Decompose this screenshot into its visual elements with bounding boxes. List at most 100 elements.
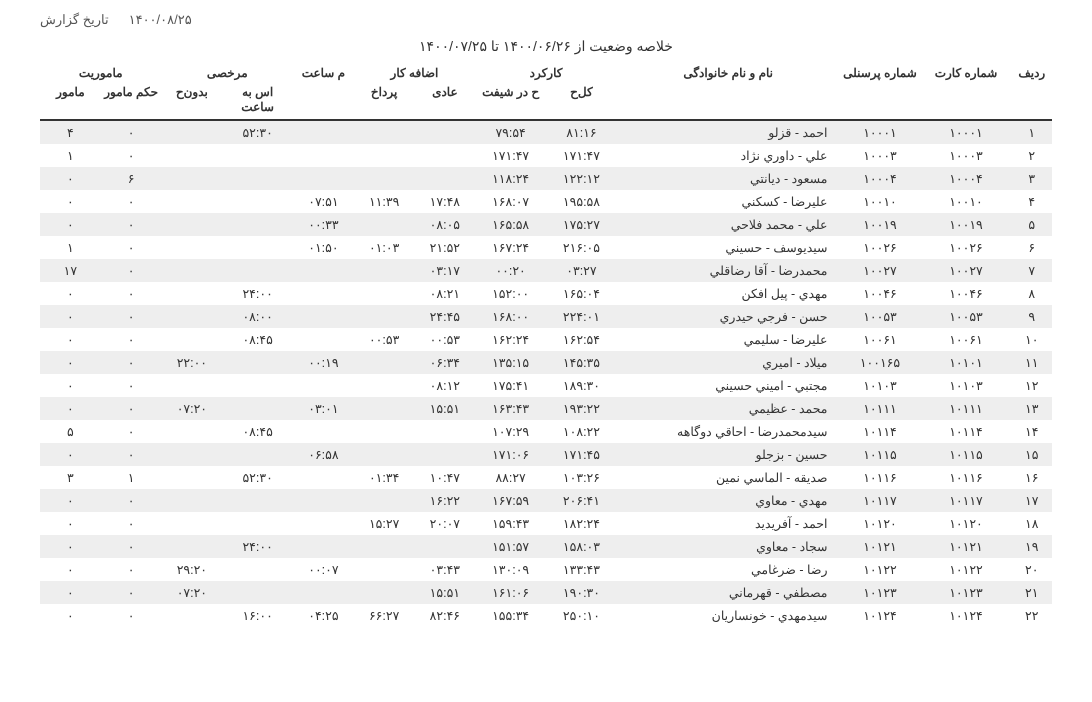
- cell-adi: ۲۱:۵۲: [414, 236, 475, 259]
- cell-esbe: [222, 213, 293, 236]
- cell-shift: ۱۶۱:۰۶: [475, 581, 546, 604]
- cell-pers: ۱۰۱۱۱: [840, 397, 921, 420]
- cell-pers: ۱۰۰۱۹: [840, 213, 921, 236]
- table-row: ۶۱۰۰۲۶۱۰۰۲۶سیدیوسف - حسیني۲۱۶:۰۵۱۶۷:۲۴۲۱…: [40, 236, 1052, 259]
- cell-msaat: [293, 535, 354, 558]
- cell-shift: ۱۵۹:۴۳: [475, 512, 546, 535]
- cell-esbe: [222, 190, 293, 213]
- status-table: ردیف شماره کارت شماره پرسنلی نام و نام خ…: [40, 63, 1052, 627]
- cell-name: محمد - عظیمي: [617, 397, 840, 420]
- cell-hokm: ۰: [101, 259, 162, 282]
- cell-msaat: ۰۰:۱۹: [293, 351, 354, 374]
- cell-mamor: ۴: [40, 120, 101, 144]
- cell-pers: ۱۰۱۱۴: [840, 420, 921, 443]
- cell-pers: ۱۰۱۲۴: [840, 604, 921, 627]
- cell-pard: ۱۵:۲۷: [354, 512, 415, 535]
- colgroup-mission: ماموریت: [40, 63, 162, 82]
- cell-kolh: ۱۴۵:۳۵: [546, 351, 617, 374]
- cell-hokm: ۰: [101, 581, 162, 604]
- cell-pard: ۰۱:۰۳: [354, 236, 415, 259]
- cell-msaat: ۰۳:۰۱: [293, 397, 354, 420]
- cell-shift: ۱۵۱:۵۷: [475, 535, 546, 558]
- cell-name: علیرضا - سلیمي: [617, 328, 840, 351]
- cell-msaat: [293, 259, 354, 282]
- table-row: ۲۲۱۰۱۲۴۱۰۱۲۴سیدمهدي - خونساریان۲۵۰:۱۰۱۵۵…: [40, 604, 1052, 627]
- cell-row: ۷: [1012, 259, 1052, 282]
- cell-pers: ۱۰۱۲۰: [840, 512, 921, 535]
- table-row: ۱۳۱۰۱۱۱۱۰۱۱۱محمد - عظیمي۱۹۳:۲۲۱۶۳:۴۳۱۵:۵…: [40, 397, 1052, 420]
- cell-name: مسعود - دیانتي: [617, 167, 840, 190]
- cell-adi: ۰۳:۴۳: [414, 558, 475, 581]
- cell-esbe: [222, 581, 293, 604]
- colgroup-ot: اضافه کار: [354, 63, 475, 82]
- cell-adi: ۰۶:۳۴: [414, 351, 475, 374]
- cell-card: ۱۰۱۲۴: [920, 604, 1011, 627]
- col-pard: پرداخ: [354, 82, 415, 120]
- cell-hokm: ۰: [101, 144, 162, 167]
- col-msaat: م ساعت: [293, 63, 354, 120]
- cell-pers: ۱۰۰۱۶۵: [840, 351, 921, 374]
- cell-card: ۱۰۱۰۳: [920, 374, 1011, 397]
- table-row: ۵۱۰۰۱۹۱۰۰۱۹علي - محمد فلاحي۱۷۵:۲۷۱۶۵:۵۸۰…: [40, 213, 1052, 236]
- cell-shift: ۱۷۵:۴۱: [475, 374, 546, 397]
- cell-mamor: ۰: [40, 213, 101, 236]
- cell-msaat: [293, 120, 354, 144]
- cell-pard: [354, 213, 415, 236]
- cell-row: ۱۲: [1012, 374, 1052, 397]
- cell-pers: ۱۰۱۲۲: [840, 558, 921, 581]
- table-row: ۱۸۱۰۱۲۰۱۰۱۲۰احمد - آفریدید۱۸۲:۲۴۱۵۹:۴۳۲۰…: [40, 512, 1052, 535]
- cell-shift: ۰۰:۲۰: [475, 259, 546, 282]
- cell-pers: ۱۰۰۲۶: [840, 236, 921, 259]
- col-kolh: کل‌ح: [546, 82, 617, 120]
- cell-pers: ۱۰۱۱۵: [840, 443, 921, 466]
- cell-pard: [354, 305, 415, 328]
- cell-shift: ۱۷۱:۴۷: [475, 144, 546, 167]
- cell-name: علي - محمد فلاحي: [617, 213, 840, 236]
- table-row: ۱۰۱۰۰۶۱۱۰۰۶۱علیرضا - سلیمي۱۶۲:۵۴۱۶۲:۲۴۰۰…: [40, 328, 1052, 351]
- cell-hokm: ۰: [101, 328, 162, 351]
- report-date-label: تاریخ گزارش: [40, 12, 109, 28]
- cell-mamor: ۰: [40, 581, 101, 604]
- cell-kolh: ۱۹۵:۵۸: [546, 190, 617, 213]
- cell-pard: [354, 120, 415, 144]
- cell-adi: ۱۰:۴۷: [414, 466, 475, 489]
- cell-adi: ۲۴:۴۵: [414, 305, 475, 328]
- table-row: ۱۹۱۰۱۲۱۱۰۱۲۱سجاد - معاوي۱۵۸:۰۳۱۵۱:۵۷۲۴:۰…: [40, 535, 1052, 558]
- cell-bedon: [162, 328, 223, 351]
- cell-name: صدیقه - الماسي نمین: [617, 466, 840, 489]
- cell-mamor: ۰: [40, 282, 101, 305]
- cell-adi: [414, 167, 475, 190]
- cell-msaat: [293, 466, 354, 489]
- cell-adi: [414, 443, 475, 466]
- cell-hokm: ۰: [101, 489, 162, 512]
- cell-name: مصطفي - قهرماني: [617, 581, 840, 604]
- cell-adi: [414, 144, 475, 167]
- cell-kolh: ۲۰۶:۴۱: [546, 489, 617, 512]
- cell-card: ۱۰۱۰۱: [920, 351, 1011, 374]
- cell-pard: [354, 282, 415, 305]
- cell-adi: ۱۵:۵۱: [414, 581, 475, 604]
- cell-name: محمدرضا - آقا رضاقلي: [617, 259, 840, 282]
- cell-kolh: ۲۲۴:۰۱: [546, 305, 617, 328]
- cell-esbe: [222, 489, 293, 512]
- cell-mamor: ۰: [40, 328, 101, 351]
- cell-name: مجتبي - امیني حسیني: [617, 374, 840, 397]
- cell-esbe: ۵۲:۳۰: [222, 466, 293, 489]
- cell-row: ۴: [1012, 190, 1052, 213]
- cell-card: ۱۰۰۲۶: [920, 236, 1011, 259]
- cell-kolh: ۱۸۲:۲۴: [546, 512, 617, 535]
- report-header: تاریخ گزارش ۱۴۰۰/۰۸/۲۵: [40, 12, 1052, 38]
- cell-hokm: ۰: [101, 443, 162, 466]
- cell-bedon: [162, 144, 223, 167]
- cell-kolh: ۲۱۶:۰۵: [546, 236, 617, 259]
- cell-pard: ۰۰:۵۳: [354, 328, 415, 351]
- cell-row: ۱۸: [1012, 512, 1052, 535]
- cell-bedon: [162, 443, 223, 466]
- cell-card: ۱۰۱۱۴: [920, 420, 1011, 443]
- cell-hokm: ۰: [101, 351, 162, 374]
- cell-card: ۱۰۰۵۳: [920, 305, 1011, 328]
- cell-shift: ۷۹:۵۴: [475, 120, 546, 144]
- cell-pard: [354, 558, 415, 581]
- cell-esbe: [222, 374, 293, 397]
- cell-msaat: ۰۷:۵۱: [293, 190, 354, 213]
